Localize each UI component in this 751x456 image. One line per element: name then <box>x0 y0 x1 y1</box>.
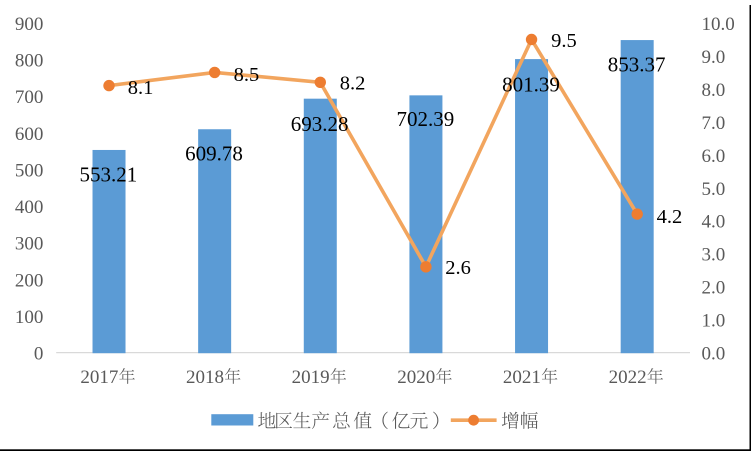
svg-text:702.39: 702.39 <box>396 107 454 131</box>
svg-text:8.0: 8.0 <box>702 80 726 101</box>
svg-text:0.0: 0.0 <box>702 344 726 365</box>
svg-text:500: 500 <box>15 160 44 181</box>
svg-text:700: 700 <box>15 87 44 108</box>
svg-text:0: 0 <box>34 344 44 365</box>
svg-text:2022: 2022 <box>609 367 647 388</box>
svg-text:801.39: 801.39 <box>502 72 560 96</box>
svg-text:2017: 2017 <box>80 367 118 388</box>
svg-text:2020: 2020 <box>397 367 435 388</box>
svg-text:8.1: 8.1 <box>128 77 154 99</box>
svg-text:8.5: 8.5 <box>234 64 260 86</box>
svg-text:2018: 2018 <box>186 367 224 388</box>
svg-text:9.5: 9.5 <box>551 30 577 52</box>
svg-text:5.0: 5.0 <box>702 179 726 200</box>
svg-text:2021: 2021 <box>503 367 541 388</box>
svg-text:900: 900 <box>15 14 44 35</box>
svg-text:9.0: 9.0 <box>702 47 726 68</box>
svg-text:600: 600 <box>15 124 44 145</box>
svg-text:4.2: 4.2 <box>657 206 683 228</box>
svg-text:6.0: 6.0 <box>702 146 726 167</box>
svg-text:800: 800 <box>15 51 44 72</box>
svg-text:609.78: 609.78 <box>185 141 243 165</box>
svg-text:2019: 2019 <box>292 367 330 388</box>
svg-text:1.0: 1.0 <box>702 311 726 332</box>
svg-text:200: 200 <box>15 270 44 291</box>
svg-text:693.28: 693.28 <box>291 112 349 136</box>
svg-text:2.0: 2.0 <box>702 278 726 299</box>
svg-text:2.6: 2.6 <box>445 257 471 279</box>
svg-text:100: 100 <box>15 307 44 328</box>
svg-text:3.0: 3.0 <box>702 245 726 266</box>
svg-text:853.37: 853.37 <box>608 53 666 77</box>
svg-text:553.21: 553.21 <box>80 163 138 187</box>
svg-text:7.0: 7.0 <box>702 113 726 134</box>
svg-text:10.0: 10.0 <box>702 14 735 35</box>
svg-text:300: 300 <box>15 234 44 255</box>
svg-text:8.2: 8.2 <box>340 72 366 94</box>
svg-text:4.0: 4.0 <box>702 212 726 233</box>
svg-text:400: 400 <box>15 197 44 218</box>
